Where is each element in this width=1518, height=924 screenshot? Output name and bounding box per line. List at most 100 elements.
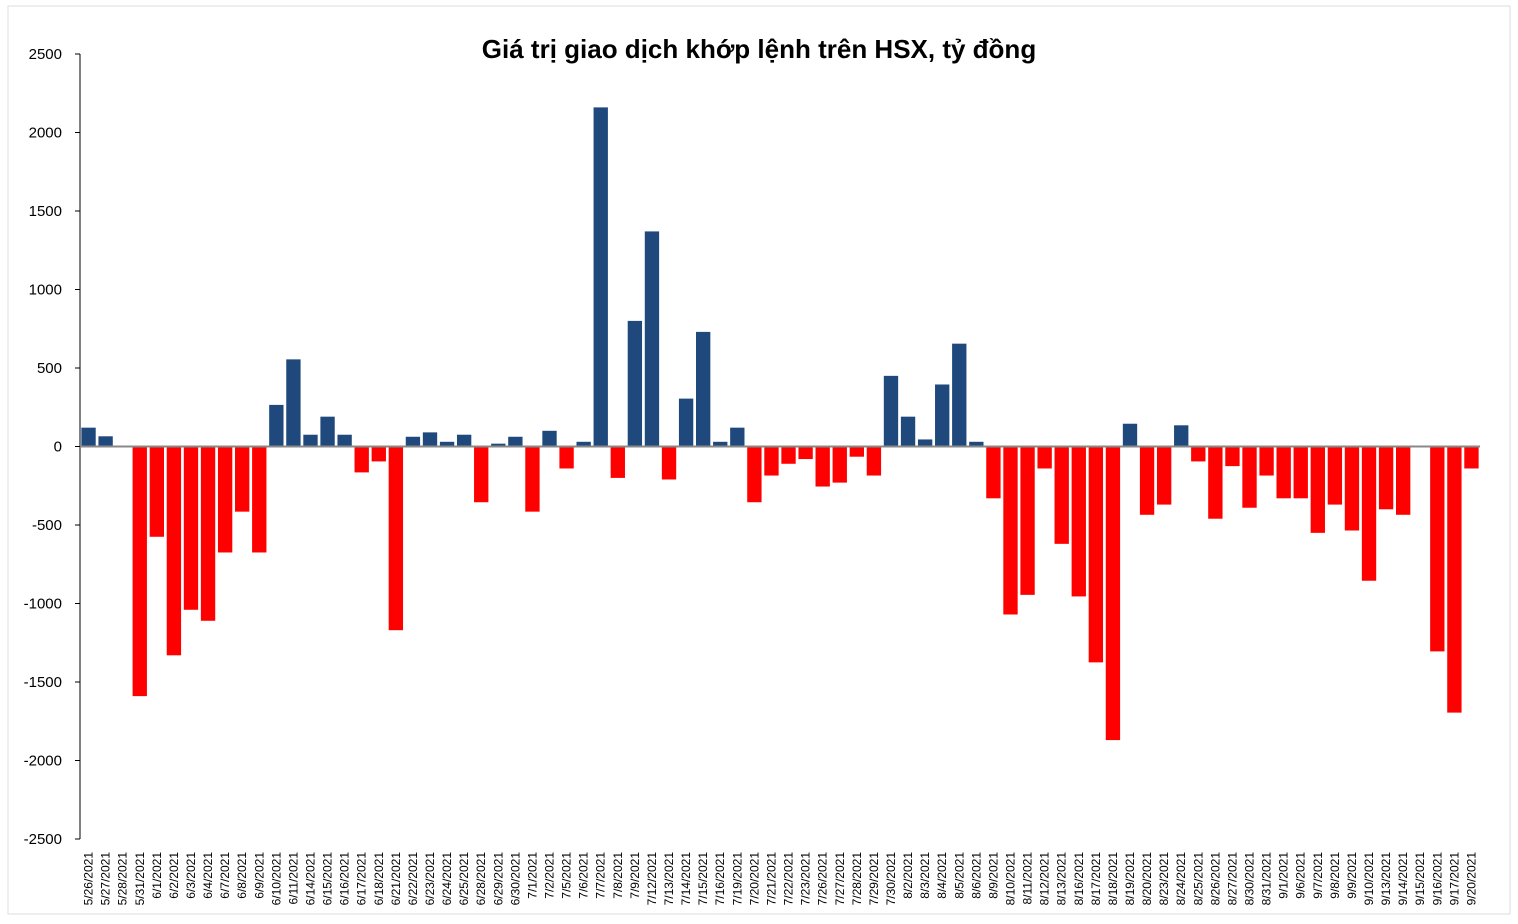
bar	[661, 446, 677, 480]
bar	[883, 375, 899, 447]
x-tick-label: 9/17/2021	[1447, 852, 1461, 906]
x-tick-label: 7/28/2021	[850, 852, 864, 906]
x-tick-label: 7/7/2021	[594, 852, 608, 899]
bar	[405, 436, 421, 447]
bar	[713, 441, 728, 447]
x-tick-label: 8/26/2021	[1208, 852, 1222, 906]
bar	[1310, 446, 1325, 533]
bar	[1225, 446, 1240, 467]
x-tick-label: 9/10/2021	[1362, 852, 1376, 906]
bar	[1071, 446, 1086, 597]
y-tick-label: -1000	[24, 596, 62, 613]
bar	[1276, 446, 1291, 499]
bar	[354, 446, 369, 473]
x-tick-label: 8/25/2021	[1191, 852, 1205, 906]
bar	[1344, 446, 1360, 531]
bar	[1037, 446, 1052, 469]
bar	[320, 416, 335, 447]
bar	[1156, 446, 1172, 505]
bar	[1139, 446, 1155, 515]
bar	[1259, 446, 1274, 476]
x-tick-label: 9/14/2021	[1396, 852, 1410, 906]
x-tick-label: 9/7/2021	[1311, 852, 1325, 899]
x-tick-label: 6/16/2021	[338, 852, 352, 906]
bar	[439, 441, 455, 447]
x-tick-label: 6/2/2021	[167, 852, 181, 899]
x-tick-label: 6/17/2021	[355, 852, 369, 906]
bar	[388, 446, 404, 631]
bar	[1430, 446, 1445, 652]
bar	[235, 446, 250, 512]
x-tick-label: 8/27/2021	[1225, 852, 1239, 906]
x-tick-label: 7/22/2021	[782, 852, 796, 906]
bar	[98, 436, 113, 447]
y-tick-label: -2000	[24, 753, 62, 770]
x-tick-label: 8/24/2021	[1174, 852, 1188, 906]
x-tick-label: 6/10/2021	[269, 852, 283, 906]
bar	[1088, 446, 1104, 663]
bar	[986, 446, 1001, 499]
x-tick-label: 8/6/2021	[969, 852, 983, 899]
bar	[815, 446, 830, 487]
bar	[917, 439, 933, 447]
bar	[1208, 446, 1223, 519]
x-tick-label: 9/16/2021	[1430, 852, 1444, 906]
x-tick-label: 6/28/2021	[474, 852, 488, 906]
y-tick-label: 2000	[29, 125, 62, 142]
y-tick-label: 1000	[29, 282, 62, 299]
bar	[337, 434, 352, 447]
x-tick-label: 8/4/2021	[935, 852, 949, 899]
y-tick-label: 500	[37, 360, 62, 377]
x-tick-label: 6/29/2021	[491, 852, 505, 906]
chart-title: Giá trị giao dịch khớp lệnh trên HSX, tỷ…	[482, 34, 1036, 64]
x-tick-label: 6/3/2021	[184, 852, 198, 899]
bar	[781, 446, 796, 464]
x-tick-label: 6/21/2021	[389, 852, 403, 906]
bar	[542, 430, 557, 447]
x-tick-label: 8/11/2021	[1021, 852, 1035, 905]
x-tick-label: 6/8/2021	[235, 852, 249, 899]
x-tick-label: 8/2/2021	[901, 852, 915, 899]
x-tick-label: 7/2/2021	[543, 852, 557, 899]
x-tick-label: 6/24/2021	[440, 852, 454, 906]
bar	[832, 446, 847, 483]
x-tick-label: 5/26/2021	[82, 852, 96, 906]
x-tick-label: 7/12/2021	[645, 852, 659, 906]
bar	[1054, 446, 1069, 544]
x-tick-label: 6/15/2021	[321, 852, 335, 906]
x-tick-label: 7/19/2021	[730, 852, 744, 906]
x-tick-label: 8/23/2021	[1157, 852, 1171, 906]
x-tick-label: 8/9/2021	[986, 852, 1000, 899]
x-tick-label: 6/30/2021	[508, 852, 522, 906]
bar	[252, 446, 267, 553]
x-tick-label: 6/9/2021	[252, 852, 266, 899]
bar	[422, 432, 438, 447]
x-tick-label: 7/6/2021	[577, 852, 591, 899]
bar	[900, 416, 916, 447]
bar	[559, 446, 574, 469]
x-tick-label: 8/16/2021	[1072, 852, 1086, 906]
bar	[81, 427, 96, 447]
bar	[610, 446, 625, 478]
x-tick-label: 6/4/2021	[201, 852, 215, 899]
x-tick-label: 9/9/2021	[1345, 852, 1359, 899]
bar	[508, 436, 523, 447]
x-tick-label: 7/13/2021	[662, 852, 676, 906]
x-tick-label: 6/11/2021	[286, 852, 300, 905]
bar	[1293, 446, 1308, 499]
x-tick-label: 8/17/2021	[1089, 852, 1103, 906]
x-tick-label: 9/13/2021	[1379, 852, 1393, 906]
bar	[474, 446, 489, 503]
x-tick-label: 6/7/2021	[218, 852, 232, 899]
bar	[269, 404, 284, 447]
y-tick-label: 0	[54, 439, 62, 456]
x-tick-label: 8/19/2021	[1123, 852, 1137, 906]
bar	[593, 107, 608, 447]
bar	[952, 343, 967, 447]
x-tick-label: 7/14/2021	[679, 852, 693, 906]
x-tick-label: 6/22/2021	[406, 852, 420, 906]
bar	[1105, 446, 1121, 741]
bar	[969, 441, 984, 447]
bar	[764, 446, 779, 476]
